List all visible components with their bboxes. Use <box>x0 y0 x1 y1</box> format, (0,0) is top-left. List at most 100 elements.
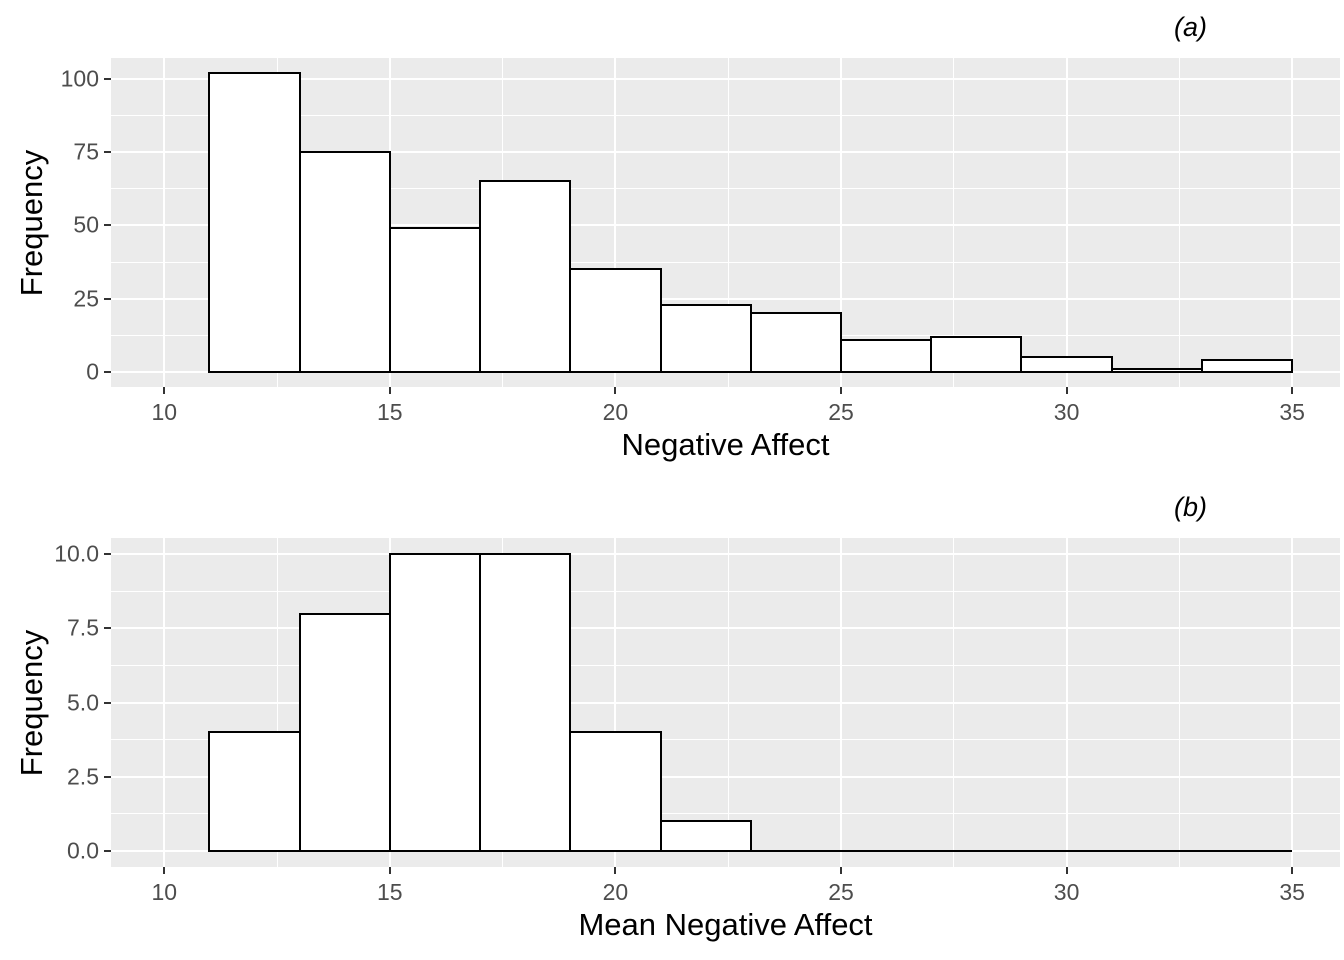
panel-a-y-axis-title-text: Frequency <box>14 149 49 296</box>
panel-b-x-tick-mark <box>840 867 842 874</box>
panel-b-x-tick-mark <box>163 867 166 874</box>
panel-b-label: (b) <box>1174 492 1207 522</box>
panel-b-histogram-bar <box>388 553 482 852</box>
panel-b-minor-gridline-y <box>111 739 1340 741</box>
panel-b-histogram-bar <box>659 820 752 852</box>
panel-b-x-tick-label: 20 <box>602 879 629 905</box>
panel-a-histogram-bar <box>479 180 572 374</box>
panel-a-label: (a) <box>1174 12 1207 42</box>
panel-a-y-tick-label: 50 <box>73 211 99 238</box>
panel-b-x-tick-label: 25 <box>828 879 854 905</box>
panel-b-y-tick-label: 7.5 <box>67 614 99 641</box>
panel-a-x-tick-label: 15 <box>377 399 403 425</box>
panel-a-histogram-bar <box>749 312 842 374</box>
panel-a-y-tick-label: 75 <box>73 138 99 165</box>
panel-a-y-tick-label: 100 <box>60 65 99 92</box>
panel-b-x-axis-title: Mean Negative Affect <box>578 907 873 942</box>
panel-a-x-tick-label: 20 <box>602 399 629 425</box>
panel-a-plot-area: 10 15 20 25 30 35 0 25 50 75 100 <box>61 58 1340 425</box>
panel-b-x-tick-label: 10 <box>151 879 178 905</box>
panel-b-major-gridline-y <box>111 775 1340 778</box>
panel-b-x-tick-mark <box>1065 867 1068 874</box>
panel-a-minor-gridline-y <box>111 114 1340 116</box>
panel-b-plot-area: 10 15 20 25 30 35 0.0 2.5 5.0 7.5 10.0 <box>54 538 1340 905</box>
panel-a-y-tick-label: 25 <box>73 285 99 312</box>
panel-a-histogram-bar <box>208 71 301 374</box>
panel-a-x-tick-mark <box>388 387 391 394</box>
panel-b-x-tick-label: 15 <box>377 879 403 905</box>
panel-a-x-tick-label: 35 <box>1279 399 1305 425</box>
panel-b-y-tick-label: 10.0 <box>54 540 99 567</box>
panel-b-major-gridline-y <box>111 553 1340 556</box>
panel-a-major-gridline-x <box>614 58 617 387</box>
panel-a-y-tick-mark <box>104 77 111 80</box>
panel-b-histogram-bar <box>298 612 391 852</box>
panel-a-y-axis-title: Frequency <box>12 58 52 387</box>
histogram-panel-b: (b) Frequency 10 15 20 25 30 35 0.0 2.5 5.0 7.5 10… <box>0 480 1344 960</box>
panel-b-major-gridline-x <box>1065 538 1068 867</box>
panel-b-y-tick-mark <box>104 775 111 778</box>
panel-b-y-axis-title: Frequency <box>12 538 52 867</box>
panel-b-histogram-bar <box>569 731 662 852</box>
panel-a-x-tick-label: 10 <box>151 399 178 425</box>
panel-a-histogram-bar <box>298 151 391 374</box>
panel-b-y-tick-mark <box>104 627 111 630</box>
panel-a-y-tick-mark <box>104 371 111 374</box>
panel-b-minor-gridline-y <box>111 590 1340 592</box>
panel-a-histogram-bar <box>659 303 752 374</box>
panel-a-histogram-bar <box>1200 359 1294 374</box>
panel-b-y-axis-title-text: Frequency <box>14 629 49 776</box>
panel-a-major-gridline-y <box>111 297 1340 300</box>
panel-b-x-tick-mark <box>388 867 391 874</box>
panel-b-histogram-bar <box>479 553 572 852</box>
panel-b-x-tick-label: 30 <box>1053 879 1080 905</box>
panel-a-minor-gridline-x <box>953 58 955 387</box>
panel-b-y-tick-label: 5.0 <box>67 689 99 715</box>
panel-a-y-tick-mark <box>104 151 111 154</box>
panel-b-zero-baseline <box>750 849 1293 852</box>
panel-b-major-gridline-x <box>614 538 617 867</box>
panel-a-minor-gridline-y <box>111 261 1340 263</box>
panel-a-x-tick-mark <box>1065 387 1068 394</box>
panel-b-y-tick-label: 2.5 <box>67 763 99 790</box>
panel-b-minor-gridline-y <box>111 664 1340 666</box>
panel-b-x-tick-mark <box>614 867 617 874</box>
panel-a-x-tick-label: 25 <box>828 399 854 425</box>
panel-b-y-tick-label: 0.0 <box>67 837 99 864</box>
panel-a-major-gridline-x <box>1065 58 1068 387</box>
panel-a-major-gridline-x <box>840 58 842 387</box>
panel-a-histogram-bar <box>840 338 933 374</box>
panel-b-minor-gridline-y <box>111 813 1340 815</box>
panel-b-x-tick-mark <box>1291 867 1294 874</box>
panel-a-x-axis-title: Negative Affect <box>621 427 830 462</box>
panel-a-histogram-bar <box>1110 368 1203 374</box>
histogram-panel-a: (a) Frequency 10 15 20 25 30 35 0 25 50 75 100 Neg… <box>12 12 1340 462</box>
panel-b-major-gridline-y <box>111 627 1340 630</box>
panel-a-y-tick-mark <box>104 224 111 227</box>
panel-b-major-gridline-x <box>163 538 166 867</box>
panel-a-major-gridline-x <box>163 58 166 387</box>
panel-a-x-tick-mark <box>614 387 617 394</box>
panel-a-major-gridline-x <box>1291 58 1294 387</box>
panel-b-y-tick-mark <box>104 553 111 556</box>
panel-a-y-tick-mark <box>104 297 111 300</box>
panel-a-major-gridline-y <box>111 224 1340 227</box>
panel-a-histogram-bar <box>388 227 482 374</box>
panel-b-y-tick-mark <box>104 849 111 852</box>
panel-a-minor-gridline-x <box>727 58 729 387</box>
panel-a-major-gridline-y <box>111 151 1340 154</box>
panel-a-x-tick-mark <box>163 387 166 394</box>
panel-a-histogram-bar <box>569 268 662 374</box>
panel-a-x-tick-label: 30 <box>1053 399 1080 425</box>
panel-a-minor-gridline-y <box>111 188 1340 190</box>
panel-a-minor-gridline-x <box>1178 58 1180 387</box>
panel-b-major-gridline-x <box>1291 538 1294 867</box>
panel-b-major-gridline-y <box>111 701 1340 704</box>
panel-a-y-tick-label: 0 <box>86 358 99 385</box>
panel-b-major-gridline-x <box>840 538 842 867</box>
panel-a-histogram-bar <box>1020 356 1113 374</box>
panel-a-x-tick-mark <box>1291 387 1294 394</box>
panel-a-x-tick-mark <box>840 387 842 394</box>
panel-b-histogram-bar <box>208 731 301 852</box>
panel-a-histogram-bar <box>930 335 1023 374</box>
